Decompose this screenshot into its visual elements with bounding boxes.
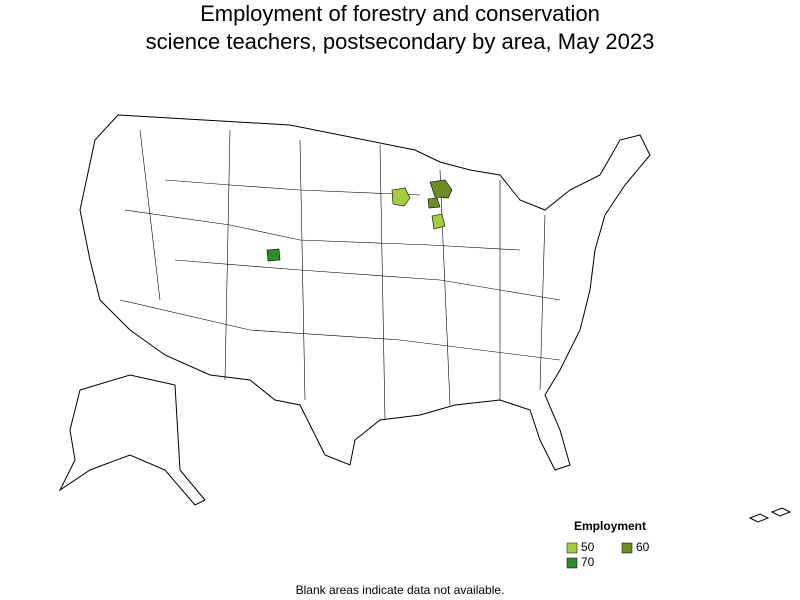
title-line: science teachers, postsecondary by area,… [146,29,655,54]
legend-label: 70 [581,555,595,569]
area [391,187,411,207]
footnote: Blank areas indicate data not available. [296,583,505,597]
area [266,248,281,262]
legend-label: 50 [581,540,595,554]
area [429,179,453,199]
legend-swatch [621,542,633,554]
area [431,213,446,230]
title-line: Employment of forestry and conservation [200,1,600,26]
area [427,197,441,209]
hawaii [748,507,792,523]
legend-title: Employment [574,519,646,533]
legend-swatch [566,557,578,569]
legend-swatch [566,542,578,554]
legend-label: 60 [636,540,650,554]
alaska [58,374,206,506]
us-mainland [79,114,651,471]
